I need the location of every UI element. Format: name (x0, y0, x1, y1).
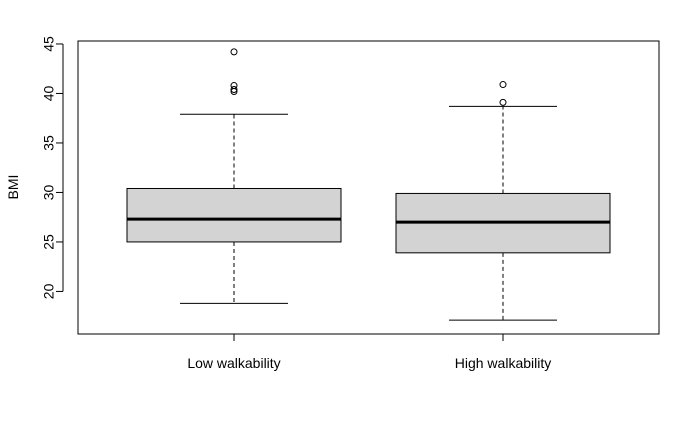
y-tick-label: 40 (41, 85, 57, 101)
y-tick-label: 30 (41, 184, 57, 200)
plot-frame (77, 40, 660, 335)
outlier-point (499, 81, 507, 89)
box-group (395, 81, 611, 321)
y-tick-label: 25 (41, 234, 57, 250)
boxes-layer (126, 48, 611, 321)
y-axis: 20 25 30 35 40 45 (41, 36, 64, 299)
box-group (126, 48, 342, 304)
iqr-box (126, 187, 342, 243)
y-axis-title: BMI (5, 175, 21, 200)
outlier-point (230, 86, 238, 94)
x-axis: Low walkability High walkability (187, 334, 551, 371)
y-tick-label: 45 (41, 36, 57, 52)
x-tick-label: High walkability (455, 355, 551, 371)
outlier-point (230, 48, 238, 56)
outlier-point (230, 87, 238, 95)
outlier-point (499, 98, 507, 106)
y-tick-label: 35 (41, 135, 57, 151)
y-tick-label: 20 (41, 283, 57, 299)
x-tick-label: Low walkability (187, 355, 280, 371)
